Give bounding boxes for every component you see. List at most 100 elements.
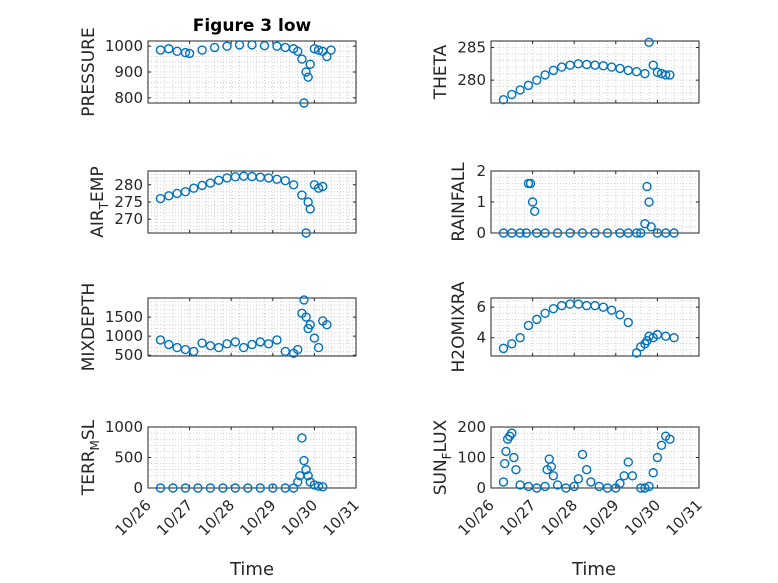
- y-axis-label: PRESSURE: [79, 27, 99, 116]
- data-point: [301, 67, 311, 77]
- x-tick-label: 10/27: [496, 496, 539, 539]
- figure-title: Figure 3 low: [193, 16, 312, 36]
- y-axis-label-main: MIXDEPTH: [79, 283, 99, 372]
- y-tick-label: 500: [114, 346, 143, 364]
- axes-frame: [490, 297, 700, 357]
- data-point: [573, 474, 584, 484]
- data-point: [313, 183, 324, 193]
- data-point: [586, 477, 596, 487]
- x-tick-label: 10/29: [236, 496, 279, 539]
- data-point: [318, 181, 328, 192]
- data-point: [168, 483, 178, 493]
- data-point: [309, 44, 320, 54]
- x-axis-label-left: Time: [229, 559, 274, 580]
- data-point: [238, 342, 249, 353]
- data-point: [303, 471, 313, 481]
- data-point: [640, 68, 650, 79]
- y-tick-label: 275: [114, 193, 143, 211]
- data-point: [301, 465, 311, 475]
- data-point: [606, 305, 617, 315]
- data-point: [615, 310, 625, 320]
- data-point: [214, 342, 224, 353]
- data-point: [164, 44, 174, 54]
- data-point: [577, 228, 588, 238]
- data-point: [313, 342, 324, 353]
- x-axis-label-right: Time: [571, 559, 616, 580]
- data-point: [299, 98, 309, 108]
- x-tick-label: 10/26: [112, 496, 155, 539]
- data-point: [646, 222, 656, 232]
- y-tick-label: 280: [457, 71, 486, 89]
- data-points: [155, 433, 328, 493]
- data-point: [648, 60, 658, 70]
- data-point: [640, 483, 650, 493]
- data-point: [322, 320, 332, 330]
- y-axis-label-subscript: T: [97, 201, 111, 210]
- subplot-pressure: 800 900 1000 PRESSURE: [79, 27, 357, 117]
- y-tick-label: 200: [457, 418, 486, 436]
- data-point: [172, 342, 182, 353]
- data-point: [529, 206, 540, 217]
- subplot-terr: 05001000TERRMSL10/2610/2710/2810/2910/30…: [79, 418, 363, 539]
- x-tick-label: 10/30: [621, 496, 664, 539]
- data-points: [155, 295, 332, 359]
- data-point: [665, 70, 675, 80]
- x-tick-label: 10/28: [195, 496, 238, 539]
- x-tick-label: 10/31: [320, 496, 363, 539]
- x-tick-label: 10/27: [153, 496, 196, 539]
- data-point: [631, 228, 642, 238]
- data-point: [590, 228, 600, 238]
- data-point: [644, 481, 654, 492]
- data-point: [234, 40, 245, 50]
- data-points: [498, 37, 675, 105]
- data-point: [669, 228, 679, 238]
- y-axis-label-subscript: F: [440, 452, 454, 459]
- data-point: [309, 333, 320, 343]
- data-point: [299, 295, 309, 305]
- grid-lines: [490, 426, 700, 489]
- data-point: [623, 457, 633, 467]
- data-point: [297, 190, 307, 200]
- x-tick-label: 10/26: [455, 496, 498, 539]
- data-point: [627, 471, 638, 481]
- data-point: [540, 228, 550, 238]
- data-point: [155, 193, 166, 204]
- data-point: [189, 346, 199, 357]
- axes-frame: [147, 297, 357, 357]
- data-point: [642, 181, 652, 192]
- data-point: [532, 75, 542, 85]
- data-point: [565, 228, 575, 238]
- data-point: [511, 465, 521, 475]
- subplot-rainfall: 0 1 2 RAINFALL: [449, 162, 700, 242]
- x-tick-label: 10/28: [538, 496, 581, 539]
- data-point: [155, 335, 166, 345]
- data-point: [197, 180, 207, 191]
- data-point: [644, 37, 654, 48]
- data-point: [255, 483, 266, 493]
- y-tick-label: 280: [114, 176, 143, 194]
- y-tick-label: 1000: [105, 418, 143, 436]
- y-tick-label: 900: [114, 63, 143, 81]
- data-point: [507, 428, 517, 438]
- x-tick-label: 10/29: [579, 496, 622, 539]
- y-tick-label: 0: [476, 224, 486, 242]
- data-point: [305, 59, 315, 69]
- data-point: [644, 197, 654, 207]
- data-point: [293, 477, 303, 487]
- grid-lines: [147, 40, 357, 104]
- data-point: [243, 483, 253, 493]
- data-point: [305, 204, 315, 214]
- axes-background: [148, 427, 356, 488]
- data-point: [230, 483, 241, 493]
- y-axis-label-subscript: M: [88, 440, 102, 450]
- data-point: [548, 471, 559, 481]
- axes-background: [491, 171, 699, 233]
- data-point: [293, 344, 303, 355]
- y-axis-label-end: EMP: [88, 166, 108, 202]
- y-axis-label: RAINFALL: [449, 162, 469, 242]
- y-tick-label: 100: [457, 449, 486, 467]
- y-axis-label-main: H2OMIXRA: [449, 281, 469, 372]
- data-point: [552, 480, 563, 490]
- data-point: [581, 465, 592, 475]
- y-tick-label: 1500: [105, 308, 143, 326]
